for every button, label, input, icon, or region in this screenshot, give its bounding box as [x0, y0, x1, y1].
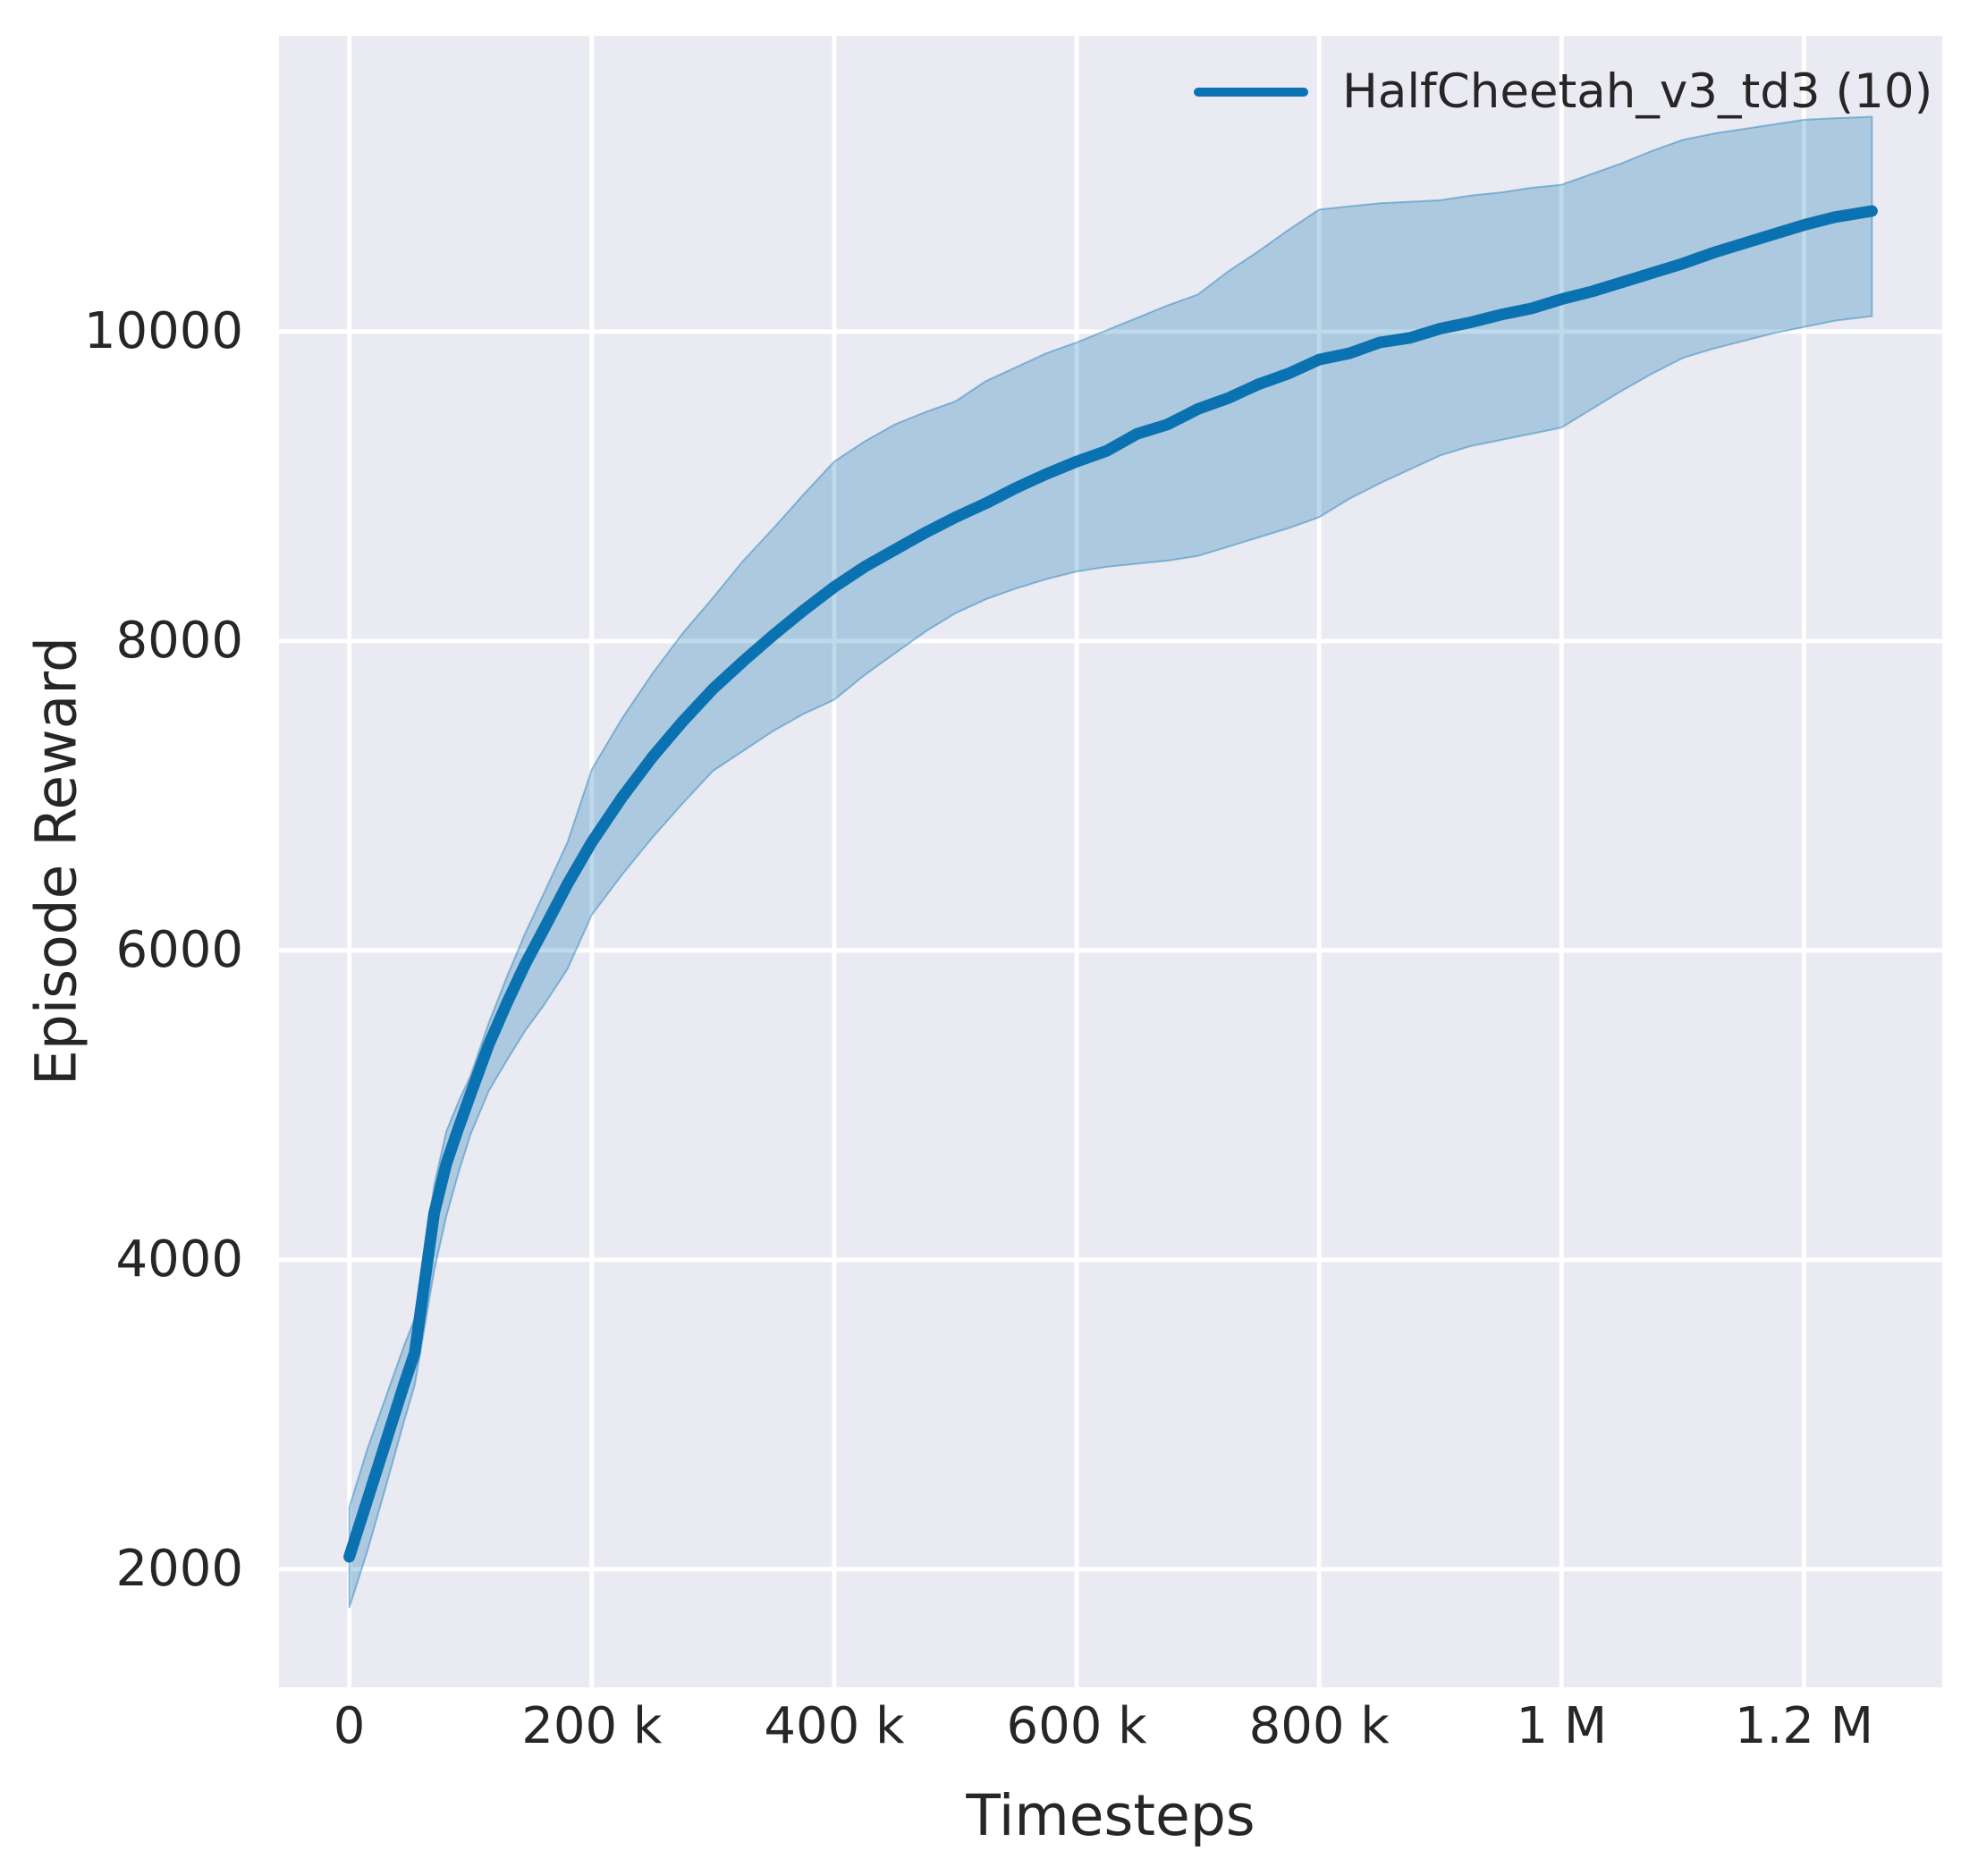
- confidence-band: [348, 115, 1873, 1609]
- legend-label: HalfCheetah_v3_td3 (10): [1342, 64, 1933, 119]
- x-tick-label: 0: [333, 1697, 366, 1755]
- x-axis-label: Timesteps: [966, 1783, 1255, 1848]
- x-tick-label: 1 M: [1516, 1697, 1608, 1755]
- x-tick-label: 1.2 M: [1734, 1697, 1874, 1755]
- x-tick-label: 800 k: [1248, 1697, 1390, 1755]
- legend: HalfCheetah_v3_td3 (10): [1194, 68, 1932, 115]
- y-tick-label: 10000: [83, 301, 243, 360]
- mean-line: [343, 205, 1878, 1563]
- x-tick-label: 200 k: [521, 1697, 663, 1755]
- axes-background: [279, 36, 1942, 1687]
- y-tick-label: 4000: [115, 1230, 243, 1289]
- y-tick-label: 2000: [115, 1539, 243, 1598]
- y-tick-label: 6000: [115, 920, 243, 979]
- legend-line-sample: [1194, 87, 1308, 97]
- y-tick-label: 8000: [115, 611, 243, 670]
- x-tick-label: 400 k: [764, 1697, 905, 1755]
- y-axis-label: Episode Reward: [23, 636, 89, 1086]
- x-tick-label: 600 k: [1006, 1697, 1147, 1755]
